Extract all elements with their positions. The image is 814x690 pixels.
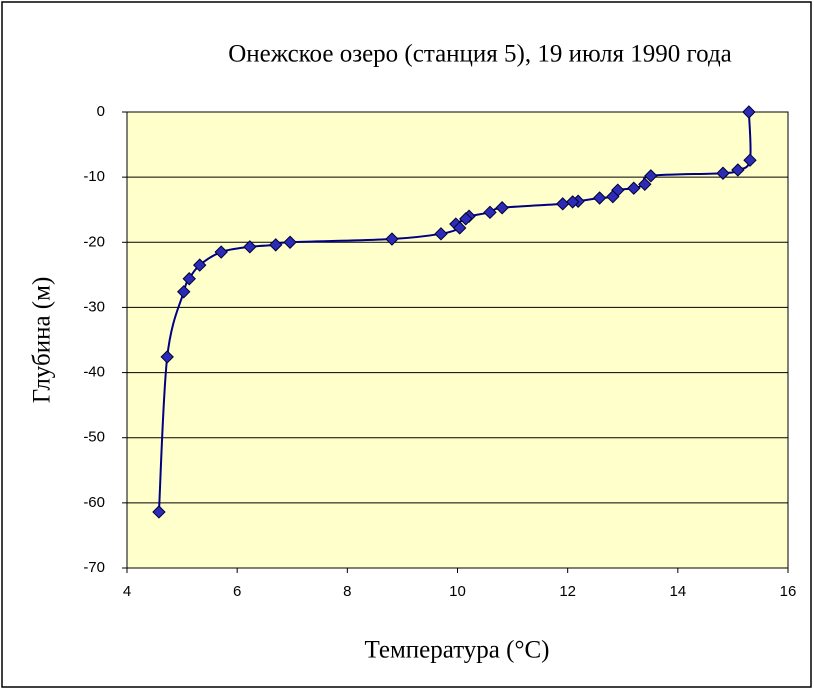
data-point [152, 505, 166, 519]
data-point [742, 105, 756, 119]
data-point [434, 227, 448, 241]
plot-area [126, 111, 789, 569]
x-tick-label: 8 [343, 583, 351, 600]
data-point [160, 350, 174, 364]
y-tick-label: -70 [83, 559, 105, 576]
data-point [731, 163, 745, 177]
data-point [283, 235, 297, 249]
y-axis-title: Глубина (м) [29, 277, 56, 404]
data-point [592, 191, 607, 205]
y-tick-label: -60 [83, 494, 105, 511]
data-point [243, 240, 257, 254]
x-tick-label: 4 [123, 583, 131, 600]
x-tick-label: 14 [669, 583, 686, 600]
data-point [627, 181, 641, 195]
data-point [177, 285, 191, 299]
y-tick-label: -30 [83, 298, 105, 315]
x-axis-title: Температура (°C) [365, 637, 550, 664]
data-point [638, 177, 652, 192]
x-tick-label: 10 [449, 583, 466, 600]
data-point [269, 238, 283, 252]
y-tick-label: -40 [83, 364, 105, 381]
data-point [565, 195, 580, 209]
data-point [452, 221, 467, 235]
x-tick-label: 12 [559, 583, 576, 600]
y-tick-label: 0 [97, 103, 105, 120]
chart-title: Онежское озеро (станция 5), 19 июля 1990… [228, 41, 732, 68]
data-point [644, 169, 658, 183]
data-point [606, 189, 620, 204]
data-point [459, 212, 473, 226]
data-point [214, 245, 228, 259]
y-tick-label: -10 [83, 168, 105, 185]
y-tick-label: -20 [83, 233, 105, 250]
data-point [743, 153, 757, 167]
data-point [556, 197, 570, 211]
data-point [385, 232, 399, 246]
data-point [182, 272, 196, 286]
data-point [495, 201, 509, 215]
data-point [483, 205, 497, 220]
data-point [716, 166, 730, 180]
data-point [193, 258, 207, 272]
y-tick-label: -50 [83, 429, 105, 446]
x-tick-label: 6 [233, 583, 241, 600]
x-tick-label: 16 [780, 583, 797, 600]
